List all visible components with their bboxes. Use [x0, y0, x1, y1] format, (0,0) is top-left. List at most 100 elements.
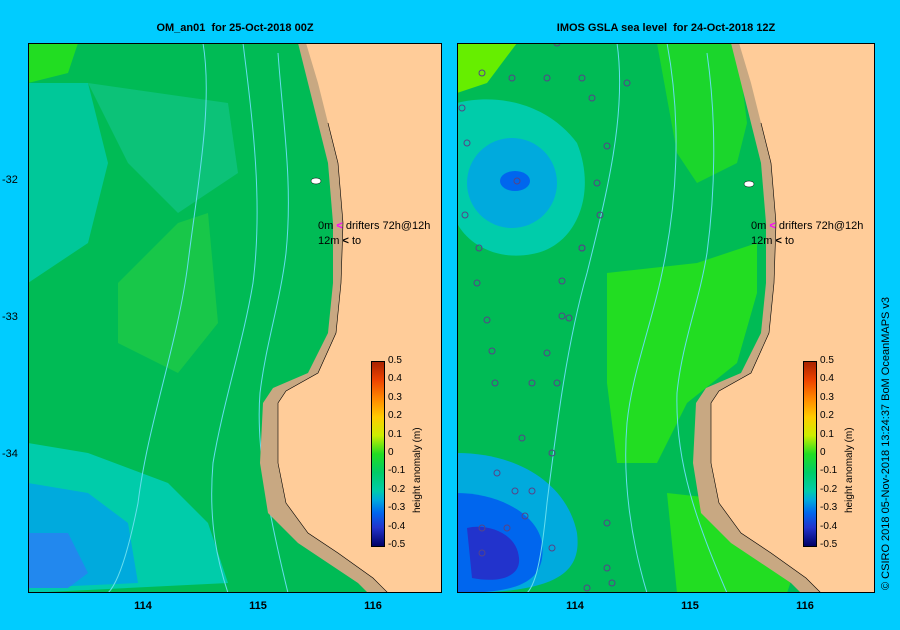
bright-green-zone-north [657, 43, 747, 183]
left-colorbar [371, 361, 385, 547]
blue-eddy-core [28, 533, 88, 588]
colorbar-tick-label: -0.3 [388, 502, 406, 514]
drifter-marker [518, 434, 526, 442]
right-drifter-key: 0m < drifters 72h@12h [751, 220, 863, 232]
lat-label-33: -33 [2, 311, 18, 323]
drifter-marker [478, 69, 486, 77]
right-drifter-key-label2: to [784, 235, 795, 247]
coastline [277, 122, 389, 593]
drifter-marker [493, 469, 501, 477]
drifter-marker [513, 177, 521, 185]
lat-label-34: -34 [2, 448, 18, 460]
drifter-marker [543, 74, 551, 82]
credit-text: © CSIRO 2018 05-Nov-2018 13:24:37 BoM Oc… [880, 296, 892, 590]
magenta-arrow-icon: < [769, 220, 776, 232]
bright-green-zone-middle [607, 243, 757, 463]
colorbar-tick-label: 0.2 [820, 410, 834, 422]
right-map-svg [457, 43, 875, 593]
teal-zone-north [88, 83, 238, 213]
colorbar-tick-label: -0.5 [388, 539, 406, 550]
left-drifter-key-2: 12m < to [318, 235, 361, 247]
right-map-panel: height anomaly (m) 0.5 0.4 0.3 0.2 0.1 0 -0.1 -… [457, 43, 875, 593]
bathy-contour-2 [625, 43, 677, 593]
right-drifter-key-mag2: 12m [751, 235, 773, 247]
drifter-marker [623, 79, 631, 87]
drifter-marker [543, 349, 551, 357]
drifter-marker [578, 244, 586, 252]
drifter-marker [488, 347, 496, 355]
drifter-marker [578, 74, 586, 82]
lon-label-right-116: 116 [796, 600, 814, 612]
drifter-marker [475, 244, 483, 252]
high-anomaly-patch [457, 43, 517, 93]
left-map-frame [28, 43, 442, 593]
drifter-marker [508, 74, 516, 82]
colorbar-tick-label: -0.1 [820, 465, 838, 477]
colorbar-tick-label: 0.2 [388, 410, 402, 422]
land [711, 43, 875, 593]
black-arrow-icon: < [775, 235, 782, 247]
bathy-contour-3 [676, 52, 728, 593]
bathy-contour-1 [526, 43, 621, 593]
deep-blue-eddy-core [467, 526, 520, 580]
drifter-marker [491, 379, 499, 387]
right-colorbar-title: height anomaly (m) [844, 427, 855, 513]
right-drifter-key-2: 12m < to [751, 235, 794, 247]
left-map-svg [28, 43, 442, 593]
drifter-marker [553, 43, 561, 47]
drifter-marker [478, 524, 486, 532]
drifter-marker [528, 379, 536, 387]
drifter-marker [588, 94, 596, 102]
drifter-marker [511, 487, 519, 495]
drifter-marker [565, 314, 573, 322]
bathy-contour-1 [107, 43, 207, 593]
colorbar-tick-label: -0.3 [820, 502, 838, 514]
drifter-marker [548, 449, 556, 457]
drifter-marker [463, 139, 471, 147]
colorbar-tick-label: 0.3 [820, 391, 834, 403]
drifter-marker [558, 277, 566, 285]
right-drifter-key-mag1: 0m [751, 220, 767, 232]
colorbar-tick-label: 0.1 [388, 428, 402, 440]
left-drifter-key-mag2: 12m [318, 235, 340, 247]
right-drifter-key-label1: drifters 72h@12h [778, 220, 864, 232]
land [278, 43, 442, 593]
left-drifter-key: 0m < drifters 72h@12h [318, 220, 430, 232]
colorbar-tick-label: 0.5 [388, 355, 402, 366]
lon-label-left-114: 114 [134, 600, 152, 612]
lon-label-left-115: 115 [249, 600, 267, 612]
drifter-marker [558, 312, 566, 320]
colorbar-tick-label: -0.4 [388, 520, 406, 532]
drifter-marker [458, 104, 466, 112]
drifter-markers [458, 43, 631, 592]
colorbar-tick-label: -0.2 [388, 483, 406, 495]
drifter-marker [483, 316, 491, 324]
right-colorbar [803, 361, 817, 547]
colorbar-tick-label: -0.1 [388, 465, 406, 477]
colorbar-tick-label: -0.5 [820, 539, 838, 550]
coastline [710, 122, 822, 593]
drifter-marker [603, 142, 611, 150]
lon-label-left-116: 116 [364, 600, 382, 612]
drifter-marker [548, 544, 556, 552]
drifter-marker [608, 579, 616, 587]
magenta-arrow-icon: < [336, 220, 343, 232]
bathy-contour-2 [211, 43, 258, 593]
drifter-marker [503, 524, 511, 532]
drifter-marker [603, 564, 611, 572]
right-map-frame [457, 43, 875, 593]
lon-label-right-115: 115 [681, 600, 699, 612]
lat-label-32: -32 [2, 174, 18, 186]
drifter-marker [603, 519, 611, 527]
rottnest-island [743, 180, 755, 188]
colorbar-tick-label: 0.1 [820, 428, 834, 440]
green-ridge [118, 213, 218, 373]
colorbar-tick-label: 0 [820, 447, 826, 458]
rottnest-island [310, 177, 322, 185]
left-map-panel: height anomaly (m) 0.5 0.4 0.3 0.2 0.1 0 -0.1 -… [28, 43, 442, 593]
left-colorbar-title: height anomaly (m) [412, 427, 423, 513]
black-arrow-icon: < [342, 235, 349, 247]
colorbar-tick-label: 0.3 [388, 391, 402, 403]
teal-zone-west [28, 83, 108, 283]
drifter-marker [596, 211, 604, 219]
